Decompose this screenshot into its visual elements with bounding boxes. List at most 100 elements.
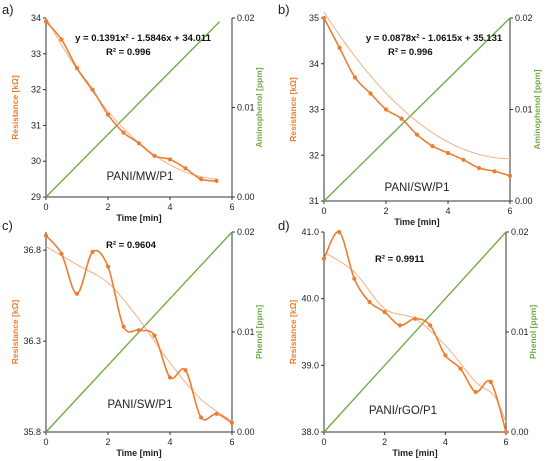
resistance-data-point (428, 323, 433, 328)
resistance-data-point (383, 107, 389, 112)
y-left-tick-label: 31 (309, 196, 319, 206)
resistance-series-line (45, 21, 217, 182)
y-left-tick-label: 32 (31, 85, 41, 95)
y-left-axis-label: Resistance [kΩ] (288, 300, 298, 365)
x-tick-label: 4 (167, 437, 172, 447)
resistance-data-point (352, 75, 358, 80)
resistance-data-point (136, 328, 142, 333)
y-right-tick-label: 0.01 (237, 327, 255, 337)
resistance-data-point (121, 324, 126, 329)
resistance-data-point (121, 130, 126, 135)
resistance-data-point (152, 333, 157, 338)
analyte-series-line (45, 21, 221, 198)
x-tick-label: 0 (321, 206, 326, 216)
y-right-tick-label: 0.00 (511, 427, 529, 437)
x-tick-label: 4 (167, 202, 172, 212)
resistance-data-point (183, 166, 188, 171)
trend-line (45, 17, 217, 180)
y-right-axis-label: Phenol [ppm] (528, 305, 538, 359)
resistance-data-point (461, 157, 466, 162)
x-tick-label: 6 (229, 437, 234, 447)
y-right-tick-label: 0.00 (237, 192, 255, 202)
x-axis-label: Time [min] (392, 448, 437, 458)
y-right-tick-label: 0.02 (511, 227, 529, 237)
x-tick-label: 6 (507, 206, 512, 216)
x-axis-label: Time [min] (394, 217, 439, 227)
panel-label: c) (2, 218, 13, 233)
resistance-data-point (367, 299, 372, 305)
y-right-tick-label: 0.02 (515, 13, 533, 23)
resistance-data-point (59, 37, 64, 42)
analyte-series-line (323, 231, 507, 433)
y-left-tick-label: 35 (309, 13, 319, 23)
y-left-tick-label: 30 (31, 156, 41, 166)
resistance-data-point (167, 157, 173, 162)
resistance-data-point (59, 251, 64, 256)
r-squared-label: R² = 0.996 (106, 47, 151, 58)
y-right-axis-label: Aminophenol [ppm] (532, 69, 542, 149)
y-left-tick-label: 41.0 (301, 227, 319, 237)
resistance-data-point (445, 150, 451, 156)
y-right-tick-label: 0.02 (237, 227, 255, 237)
y-left-tick-label: 34 (31, 13, 41, 23)
x-axis-label: Time [min] (116, 448, 161, 458)
x-tick-label: 2 (383, 206, 388, 216)
y-right-tick-label: 0.01 (237, 103, 255, 113)
resistance-data-point (167, 375, 173, 380)
resistance-data-point (198, 415, 204, 420)
sample-label: PANI/SW/P1 (385, 182, 450, 194)
resistance-data-point (507, 173, 513, 178)
resistance-data-point (337, 45, 342, 50)
resistance-data-point (90, 249, 95, 255)
y-left-tick-label: 33 (31, 49, 41, 59)
resistance-data-point (412, 316, 418, 321)
fit-equation: y = 0.1391x² - 1.5846x + 34.011 (75, 33, 211, 44)
x-tick-label: 0 (43, 202, 48, 212)
y-right-tick-label: 0.00 (237, 427, 255, 437)
y-left-axis-label: Resistance [kΩ] (10, 300, 20, 365)
resistance-data-point (183, 368, 188, 373)
resistance-data-point (382, 309, 387, 315)
sample-label: PANI/MW/P1 (107, 171, 174, 183)
x-tick-label: 6 (229, 202, 234, 212)
resistance-data-point (430, 144, 435, 149)
x-tick-label: 2 (105, 202, 110, 212)
resistance-data-point (105, 112, 111, 117)
x-tick-label: 4 (445, 206, 450, 216)
y-left-tick-label: 36.3 (23, 336, 41, 346)
resistance-data-point (414, 132, 420, 137)
y-left-tick-label: 36.8 (23, 245, 41, 255)
resistance-data-point (458, 366, 463, 371)
resistance-data-point (492, 169, 497, 174)
y-left-tick-label: 31 (31, 120, 41, 130)
resistance-data-point (321, 15, 327, 21)
trend-line (323, 11, 511, 160)
chart-panel-d: 0 2 4 6 38.0 39.0 40.0 41.0 0.00 0.01 0.02 Time [mi… (278, 218, 538, 458)
r-squared-label: R² = 0.9911 (375, 254, 425, 265)
resistance-data-point (214, 178, 219, 183)
y-right-axis-label: Phenol [ppm] (254, 305, 264, 359)
panel-label: d) (278, 218, 290, 233)
resistance-data-point (488, 379, 493, 385)
trend-line (45, 246, 233, 422)
x-tick-label: 4 (443, 437, 448, 447)
x-tick-label: 0 (321, 437, 326, 447)
resistance-data-point (198, 177, 204, 182)
sample-label: PANI/rGO/P1 (369, 405, 437, 417)
y-right-tick-label: 0.01 (515, 105, 533, 115)
resistance-data-point (43, 233, 49, 238)
sample-label: PANI/SW/P1 (108, 399, 173, 411)
x-tick-label: 6 (503, 437, 508, 447)
resistance-data-point (43, 19, 49, 24)
y-left-axis-label: Resistance [kΩ] (288, 77, 298, 142)
panel-label: a) (2, 2, 14, 17)
x-axis-label: Time [min] (116, 213, 161, 223)
y-left-axis-label: Resistance [kΩ] (10, 75, 20, 140)
resistance-data-point (229, 420, 235, 426)
analyte-series-line (323, 17, 511, 202)
x-tick-label: 2 (105, 437, 110, 447)
y-left-tick-label: 34 (309, 59, 319, 69)
resistance-data-point (74, 291, 80, 296)
y-right-axis-label: Aminophenol [ppm] (254, 67, 264, 147)
x-tick-label: 0 (43, 437, 48, 447)
